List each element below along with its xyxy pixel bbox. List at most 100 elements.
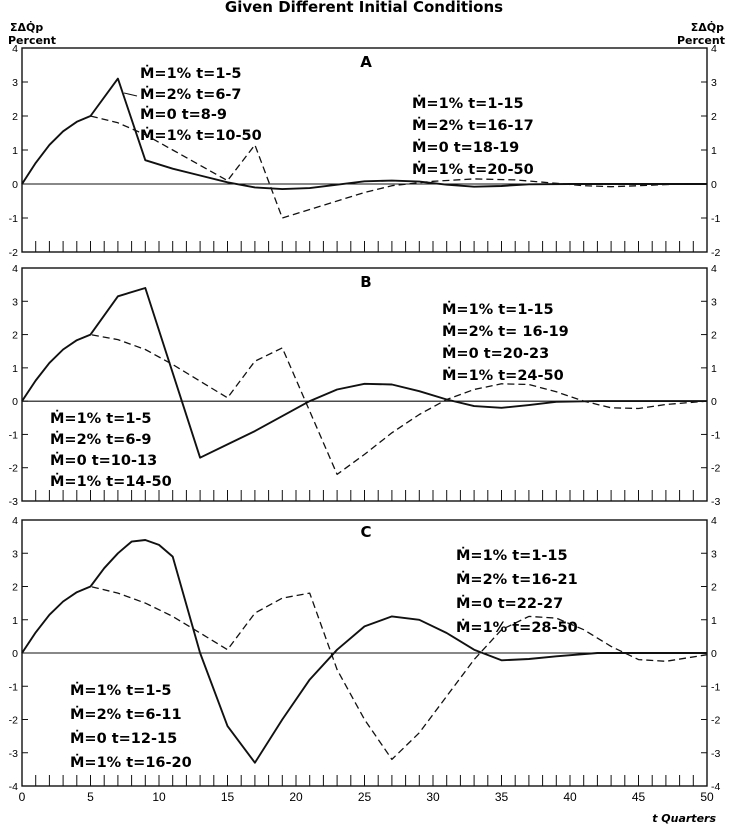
series-line-solid [21,539,707,764]
y-tick-label: 2 [711,111,717,123]
series-line-dashed [21,585,708,761]
x-axis-label: t Quarters [652,812,716,825]
annotation-line: Ṁ=1% t=10-50 [140,127,262,144]
panel-c-annotation-left: Ṁ=1% t=1-5 Ṁ=2% t=6-11 Ṁ=0 t=12-15 Ṁ=1% … [70,682,192,771]
y-tick-label: -2 [711,463,720,475]
y-tick-label: 2 [12,330,18,342]
panel-c: -4 -4 -3 -3 -2 -2 -1 -1 0 0 1 1 2 2 3 3 4 4 [9,515,721,793]
y-tick-label: 0 [12,396,18,408]
annotation-line: Ṁ=0 t=12-15 [70,730,177,747]
y-tick-label: 1 [711,145,717,157]
panel-b-annotation-right: Ṁ=1% t=1-15 Ṁ=2% t= 16-19 Ṁ=0 t=20-23 Ṁ=… [442,301,569,384]
annotation-line: Ṁ=1% t=1-15 [442,301,554,318]
x-tick-label: 35 [495,790,509,804]
y-tick-label: -1 [711,429,720,441]
annotation-line: Ṁ=1% t=14-50 [50,473,172,490]
panel-a-annotation-left: Ṁ=1% t=1-5 Ṁ=2% t=6-7 Ṁ=0 t=8-9 Ṁ=1% t=1… [140,65,262,144]
y-axis-symbol-left: ΣΔQ̇p [10,21,43,34]
y-tick-label: 1 [711,615,717,627]
y-tick-label: 3 [711,296,717,308]
y-tick-label: -1 [711,681,720,693]
annotation-line: Ṁ=1% t=20-50 [412,161,534,178]
annotation-arrow [123,92,138,97]
x-tick-label: 30 [426,790,440,804]
y-tick-label: -3 [711,496,720,508]
annotation-line: Ṁ=1% t=28-50 [456,619,578,636]
panel-a-label: A [360,53,372,71]
y-tick-label: 1 [12,363,18,375]
series-line-dashed [21,115,707,219]
x-tick-label: 25 [358,790,372,804]
annotation-line: Ṁ=2% t=6-9 [50,431,152,448]
annotation-line: Ṁ=1% t=1-5 [140,65,242,82]
y-tick-label: 4 [711,43,717,55]
y-tick-label: 4 [711,263,717,275]
y-tick-label: 4 [12,515,18,527]
y-tick-label: 3 [12,77,18,89]
y-tick-label: 1 [12,145,18,157]
y-tick-label: 1 [711,363,717,375]
y-tick-label: 3 [711,77,717,89]
y-tick-label: -1 [9,681,18,693]
panel-c-annotation-right: Ṁ=1% t=1-15 Ṁ=2% t=16-21 Ṁ=0 t=22-27 Ṁ=1… [456,547,578,636]
y-tick-label: 2 [12,111,18,123]
y-axis-unit-right: Percent [677,34,725,47]
x-tick-label: 5 [87,790,94,804]
y-tick-label: -3 [711,748,720,760]
y-tick-label: -2 [711,715,720,727]
x-tick-label: 45 [632,790,646,804]
y-tick-label: 3 [12,548,18,560]
y-tick-label: 0 [711,179,717,191]
y-tick-label: 0 [711,396,717,408]
y-axis-symbol-right: ΣΔQ̇p [691,21,724,34]
y-tick-label: -1 [9,429,18,441]
y-tick-label: 3 [711,548,717,560]
x-tick-label: 20 [289,790,303,804]
y-tick-label: -2 [9,463,18,475]
y-tick-label: 4 [12,43,18,55]
annotation-line: Ṁ=2% t=6-11 [70,706,182,723]
y-tick-label: -4 [711,781,720,793]
annotation-line: Ṁ=2% t=16-21 [456,571,578,588]
annotation-line: Ṁ=2% t=6-7 [140,86,242,103]
y-tick-label: 4 [711,515,717,527]
panel-a-annotation-right: Ṁ=1% t=1-15 Ṁ=2% t=16-17 Ṁ=0 t=18-19 Ṁ=1… [412,95,534,178]
panel-b: -3 -3 -2 -2 -1 -1 0 0 1 1 2 2 3 3 4 4 [9,263,721,508]
annotation-line: Ṁ=0 t=22-27 [456,595,563,612]
panel-b-label: B [360,273,371,291]
y-tick-label: -2 [9,247,18,259]
plot-frame [21,47,708,253]
y-tick-label: 4 [12,263,18,275]
series-line-solid [21,77,707,191]
annotation-line: Ṁ=1% t=1-5 [70,682,172,699]
y-tick-label: 0 [12,648,18,660]
y-tick-label: 0 [711,648,717,660]
y-tick-label: -3 [9,496,18,508]
y-tick-label: 3 [12,296,18,308]
y-tick-label: 2 [711,330,717,342]
y-tick-label: -4 [9,781,18,793]
annotation-line: Ṁ=1% t=1-5 [50,410,152,427]
annotation-line: Ṁ=0 t=10-13 [50,452,157,469]
y-tick-label: 1 [12,615,18,627]
panel-a: -2 -2 -1 -1 0 0 1 1 2 2 3 3 4 4 [9,43,721,259]
x-tick-label: 15 [221,790,235,804]
chart-panels: -2 -2 -1 -1 0 0 1 1 2 2 3 3 4 4 -3 -3 -2 -2 -1 -1 0 0 1 1 2 2 3 3 4 4… [9,43,721,804]
y-tick-label: 2 [711,582,717,594]
annotation-line: Ṁ=1% t=1-15 [456,547,568,564]
chart-title: Given Different Initial Conditions [225,0,503,16]
annotation-line: Ṁ=2% t=16-17 [412,117,534,134]
y-tick-label: -2 [711,247,720,259]
x-tick-label: 0 [19,790,26,804]
x-tick-label: 10 [152,790,166,804]
x-tick-label: 50 [700,790,714,804]
panel-c-label: C [360,523,371,541]
annotation-line: Ṁ=1% t=1-15 [412,95,524,112]
panel-b-annotation-left: Ṁ=1% t=1-5 Ṁ=2% t=6-9 Ṁ=0 t=10-13 Ṁ=1% t… [50,410,172,490]
annotation-line: Ṁ=2% t= 16-19 [442,323,569,340]
series-line-dashed [21,333,708,476]
y-tick-label: 2 [12,582,18,594]
annotation-line: Ṁ=1% t=24-50 [442,367,564,384]
y-tick-label: -1 [9,213,18,225]
